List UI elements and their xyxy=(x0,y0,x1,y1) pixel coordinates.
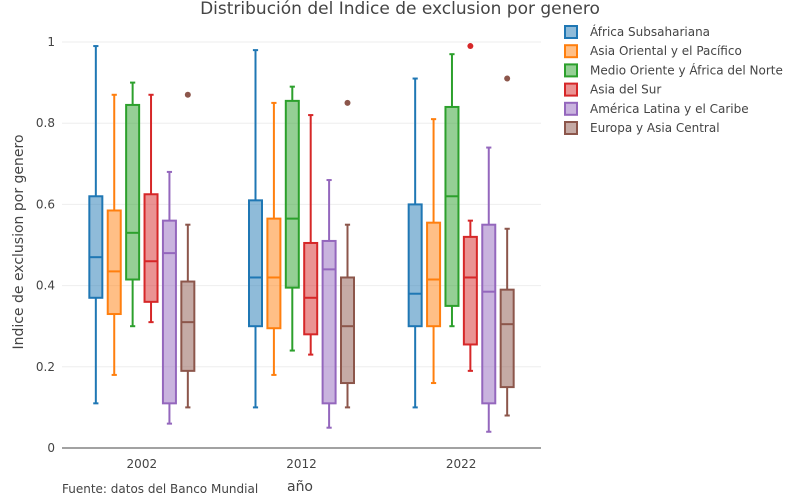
box-américa-latina-y-el-caribe-2022 xyxy=(481,146,497,433)
box-iqr xyxy=(143,193,159,303)
box-iqr xyxy=(180,280,196,372)
legend-item[interactable]: Asia Oriental y el Pacífico xyxy=(564,44,742,59)
outlier-point xyxy=(184,91,191,98)
y-tick-label: 0.4 xyxy=(36,279,55,293)
legend-item[interactable]: África Subsahariana xyxy=(564,24,710,39)
box-iqr xyxy=(284,99,300,289)
box-iqr xyxy=(321,239,337,405)
chart-title: Distribución del Indice de exclusion por… xyxy=(200,0,600,19)
box-europa-y-asia-central-2022 xyxy=(499,75,515,417)
box-asia-del-sur-2002 xyxy=(143,93,159,324)
box-iqr xyxy=(161,219,177,405)
plot-area xyxy=(88,43,515,433)
y-gridlines xyxy=(62,41,541,368)
box-asia-oriental-y-el-pacífico-2002 xyxy=(106,93,122,376)
box-iqr xyxy=(426,221,442,328)
box-américa-latina-y-el-caribe-2012 xyxy=(321,179,337,429)
box-medio-oriente-y-áfrica-del-norte-2012 xyxy=(284,85,300,352)
x-tick-label: 2012 xyxy=(286,457,317,471)
legend-swatch xyxy=(564,44,578,59)
legend-item[interactable]: Medio Oriente y África del Norte xyxy=(564,62,783,78)
box-iqr xyxy=(499,288,515,389)
box-áfrica-subsahariana-2012 xyxy=(248,49,263,409)
x-axis-title: año xyxy=(287,479,313,494)
legend-swatch xyxy=(564,101,578,116)
box-medio-oriente-y-áfrica-del-norte-2022 xyxy=(444,53,460,328)
outlier-point xyxy=(504,75,511,82)
outlier-point xyxy=(344,99,351,106)
box-asia-oriental-y-el-pacífico-2022 xyxy=(426,118,442,385)
y-tick-label: 0.8 xyxy=(36,116,55,130)
box-iqr xyxy=(340,276,355,385)
box-asia-del-sur-2022 xyxy=(462,43,478,372)
box-iqr xyxy=(444,105,460,307)
legend-swatch xyxy=(564,82,578,97)
box-europa-y-asia-central-2012 xyxy=(340,99,355,409)
source-note: Fuente: datos del Banco Mundial xyxy=(62,482,258,494)
box-iqr xyxy=(266,217,282,330)
box-iqr xyxy=(303,241,319,336)
box-asia-oriental-y-el-pacífico-2012 xyxy=(266,101,282,376)
y-tick-label: 0.2 xyxy=(36,360,55,374)
x-axis-ticks: 2002 2012 2022 xyxy=(127,457,477,471)
y-axis-title: Indice de exclusion por genero xyxy=(11,134,27,349)
legend-swatch xyxy=(564,121,578,135)
legend-label: Asia Oriental y el Pacífico xyxy=(590,44,742,58)
box-medio-oriente-y-áfrica-del-norte-2002 xyxy=(125,81,141,328)
x-tick-label: 2022 xyxy=(446,457,477,471)
legend-item[interactable]: Asia del Sur xyxy=(564,82,661,97)
legend-item[interactable]: Europa y Asia Central xyxy=(564,121,720,135)
box-asia-del-sur-2012 xyxy=(303,114,319,356)
y-tick-label: 0 xyxy=(47,441,55,455)
legend-label: América Latina y el Caribe xyxy=(590,102,749,116)
box-iqr xyxy=(462,235,478,346)
legend-swatch xyxy=(564,25,578,39)
y-tick-label: 0.6 xyxy=(36,197,55,211)
y-axis-ticks: 0 0.2 0.4 0.6 0.8 1 xyxy=(36,35,55,455)
legend-label: Asia del Sur xyxy=(590,83,661,97)
legend-label: África Subsahariana xyxy=(590,24,710,39)
outlier-point xyxy=(467,43,474,50)
box-áfrica-subsahariana-2022 xyxy=(407,77,423,409)
legend-label: Europa y Asia Central xyxy=(590,121,720,135)
legend-item[interactable]: América Latina y el Caribe xyxy=(564,101,749,116)
y-tick-label: 1 xyxy=(47,35,55,49)
box-iqr xyxy=(106,209,122,316)
legend-swatch xyxy=(564,63,578,78)
box-iqr xyxy=(125,103,141,281)
box-iqr xyxy=(88,195,104,299)
box-iqr xyxy=(407,203,423,328)
box-áfrica-subsahariana-2002 xyxy=(88,45,104,405)
x-tick-label: 2002 xyxy=(127,457,158,471)
legend: África Subsahariana Asia Oriental y el Pa… xyxy=(564,24,783,135)
legend-label: Medio Oriente y África del Norte xyxy=(590,62,783,77)
box-iqr xyxy=(248,199,263,328)
box-iqr xyxy=(481,223,497,405)
box-américa-latina-y-el-caribe-2002 xyxy=(161,170,177,425)
box-europa-y-asia-central-2002 xyxy=(180,91,196,409)
